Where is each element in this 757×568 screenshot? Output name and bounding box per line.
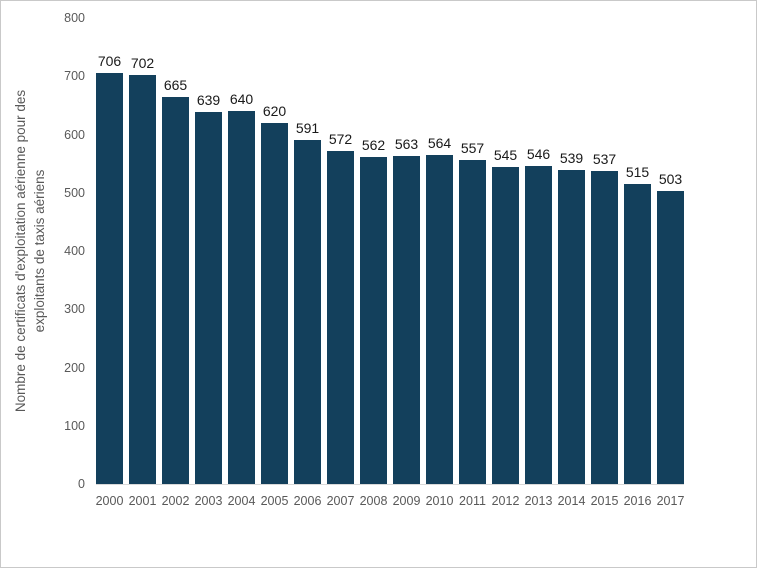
y-tick-label: 700: [64, 69, 85, 84]
bar-value-label: 563: [394, 136, 419, 153]
y-tick-label: 100: [64, 418, 85, 433]
bar: 591: [294, 120, 321, 484]
bar-value-label: 640: [229, 91, 254, 108]
bar: 639: [195, 92, 222, 484]
x-tick-label: 2015: [590, 494, 619, 508]
x-tick-cell: 2010: [425, 493, 454, 509]
x-tick-cell: 2004: [227, 493, 256, 509]
x-tick-cell: 2014: [557, 493, 586, 509]
y-tick-label: 400: [64, 244, 85, 258]
x-tick-label: 2006: [293, 494, 322, 508]
bar: 546: [525, 146, 552, 484]
x-tick-label: 2012: [491, 494, 520, 508]
bar-value-label: 591: [295, 119, 320, 136]
x-tick-cell: 2007: [326, 493, 355, 509]
bar-value-label: 539: [559, 150, 584, 167]
x-tick-label: 2007: [326, 494, 355, 508]
bar: 640: [228, 91, 255, 484]
x-tick-label: 2017: [656, 494, 685, 508]
bar: 562: [360, 137, 387, 484]
bar-value-label: 665: [163, 76, 188, 93]
y-tick-label: 800: [64, 11, 85, 25]
bar: 620: [261, 103, 288, 484]
bar: 545: [492, 147, 519, 484]
x-tick-cell: 2009: [392, 493, 421, 509]
x-axis-tick-labels: 2000 2001 2002 2003 2004 2005 2006 2007 2008 2009…: [95, 493, 685, 509]
x-tick-cell: 2015: [590, 493, 619, 509]
bar-value-label: 572: [328, 130, 353, 147]
bar-value-label: 557: [460, 139, 485, 156]
bar-value-label: 537: [592, 151, 617, 168]
x-tick-label: 2011: [459, 494, 486, 508]
bar-value-label: 706: [97, 52, 122, 69]
bar-series: 706 702 665 639 640 620 591 572 562 563 564 557 545 5…: [96, 18, 684, 484]
x-tick-label: 2016: [623, 494, 652, 508]
bar-value-label: 562: [361, 136, 386, 153]
x-tick-label: 2002: [161, 494, 190, 508]
bar-value-label: 545: [493, 146, 518, 163]
bar: 706: [96, 53, 123, 484]
x-tick-cell: 2000: [95, 493, 124, 509]
bar-value-label: 620: [262, 102, 287, 119]
x-tick-cell: 2005: [260, 493, 289, 509]
x-tick-label: 2008: [359, 494, 388, 508]
bar-value-label: 503: [658, 171, 683, 188]
x-tick-cell: 2001: [128, 493, 157, 509]
x-tick-cell: 2012: [491, 493, 520, 509]
x-tick-label: 2004: [227, 494, 256, 508]
bar: 503: [657, 171, 684, 484]
bar: 537: [591, 151, 618, 484]
bar-value-label: 639: [196, 91, 221, 108]
y-axis-tick-labels: 0 100 200 300 400 500 600 700 800: [1, 1, 85, 567]
x-tick-cell: 2002: [161, 493, 190, 509]
x-tick-label: 2010: [425, 494, 454, 508]
bar: 557: [459, 140, 486, 484]
x-tick-label: 2009: [392, 494, 421, 508]
x-tick-label: 2013: [524, 494, 553, 508]
bar: 702: [129, 55, 156, 484]
y-tick-label: 600: [64, 127, 85, 142]
x-tick-label: 2005: [260, 494, 289, 508]
bar: 515: [624, 164, 651, 484]
x-tick-cell: 2016: [623, 493, 652, 509]
bar-value-label: 702: [130, 55, 155, 72]
x-tick-cell: 2011: [459, 493, 486, 509]
bar-value-label: 564: [427, 135, 452, 152]
x-tick-cell: 2008: [359, 493, 388, 509]
x-tick-label: 2014: [557, 494, 586, 508]
y-tick-label: 200: [64, 360, 85, 375]
x-tick-label: 2000: [95, 494, 124, 508]
bar: 564: [426, 135, 453, 484]
bar: 563: [393, 136, 420, 484]
bar: 539: [558, 150, 585, 484]
x-tick-label: 2003: [194, 494, 223, 508]
bar: 665: [162, 77, 189, 484]
bar-value-label: 515: [625, 164, 650, 181]
x-axis-line: [96, 484, 684, 485]
bar-value-label: 546: [526, 145, 551, 162]
x-tick-cell: 2013: [524, 493, 553, 509]
y-tick-label: 500: [64, 185, 85, 200]
y-tick-label: 0: [78, 477, 85, 491]
bar: 572: [327, 131, 354, 484]
y-tick-label: 300: [64, 302, 85, 317]
x-tick-cell: 2006: [293, 493, 322, 509]
x-tick-cell: 2017: [656, 493, 685, 509]
x-tick-label: 2001: [128, 494, 157, 508]
x-tick-cell: 2003: [194, 493, 223, 509]
plot-area: 706 702 665 639 640 620 591 572 562 563 564 557 545 5…: [96, 18, 684, 485]
